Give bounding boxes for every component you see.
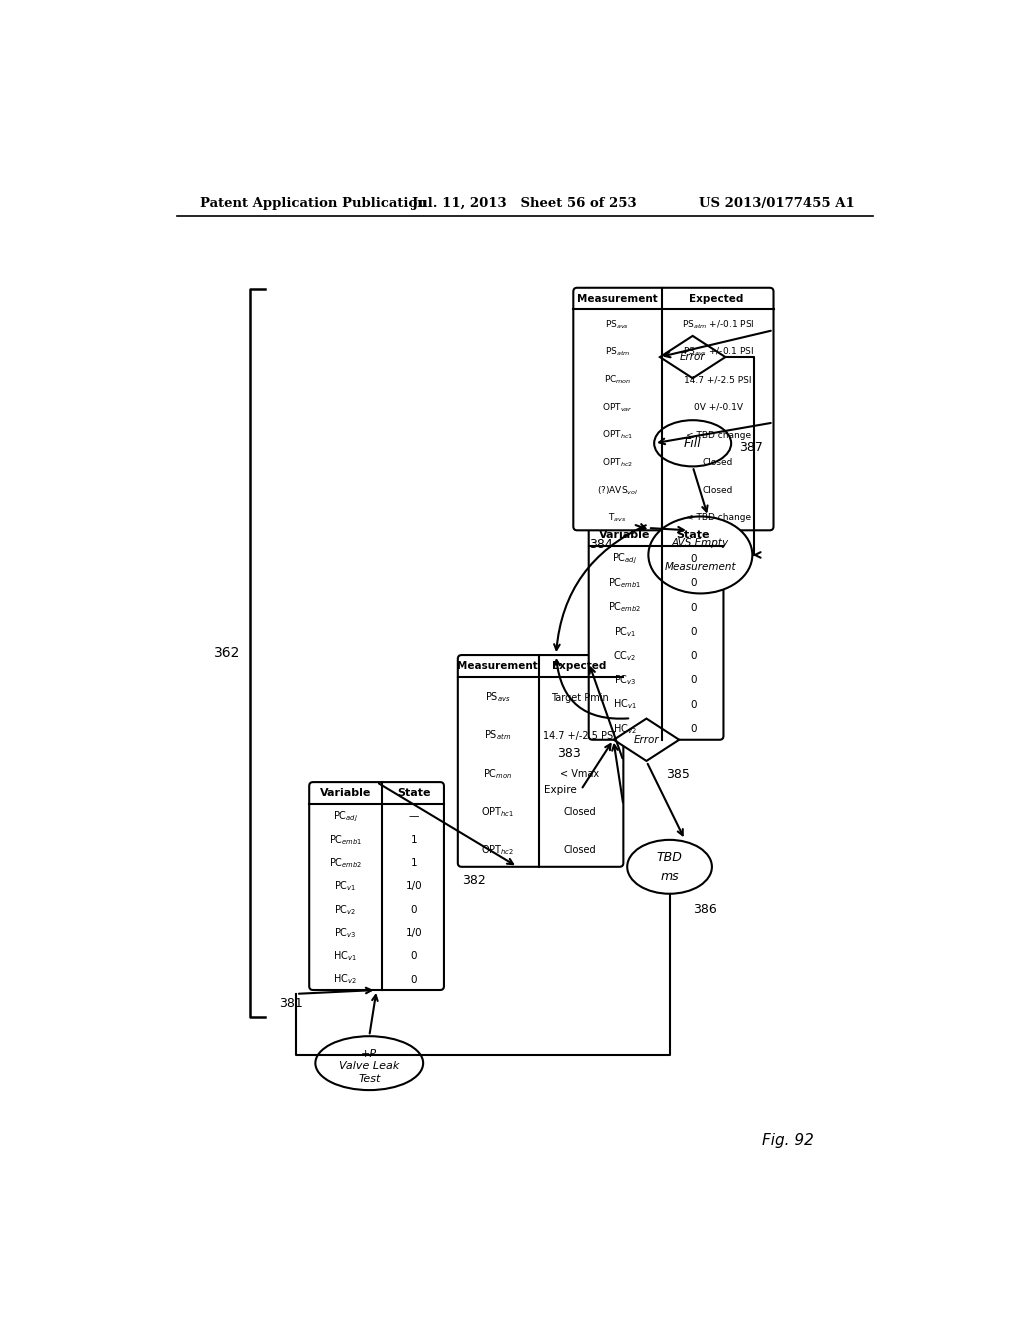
- Text: OPT$_{hc2}$: OPT$_{hc2}$: [602, 457, 633, 469]
- Text: Valve Leak: Valve Leak: [339, 1061, 399, 1072]
- Text: PC$_{emb1}$: PC$_{emb1}$: [329, 833, 362, 846]
- Text: PS$_{avs}$: PS$_{avs}$: [485, 690, 511, 705]
- Text: Measurement: Measurement: [665, 561, 736, 572]
- Text: TBD: TBD: [656, 851, 683, 865]
- Text: 0: 0: [690, 554, 696, 564]
- Text: 381: 381: [280, 998, 303, 1010]
- Polygon shape: [613, 718, 679, 760]
- Ellipse shape: [628, 840, 712, 894]
- Text: HC$_{v2}$: HC$_{v2}$: [613, 722, 637, 735]
- Text: Patent Application Publication: Patent Application Publication: [200, 197, 427, 210]
- Text: 0: 0: [690, 676, 696, 685]
- Text: Test: Test: [358, 1073, 381, 1084]
- Text: PC$_{v2}$: PC$_{v2}$: [334, 903, 356, 916]
- Text: < TBD change: < TBD change: [685, 430, 751, 440]
- Text: < TBD change: < TBD change: [685, 513, 751, 523]
- Polygon shape: [659, 335, 725, 379]
- Text: PC$_{v3}$: PC$_{v3}$: [334, 927, 356, 940]
- Text: Closed: Closed: [702, 458, 733, 467]
- Text: 383: 383: [557, 747, 581, 760]
- Text: PC$_{emb2}$: PC$_{emb2}$: [329, 857, 362, 870]
- Text: T$_{avs}$: T$_{avs}$: [608, 512, 627, 524]
- Text: PC$_{mon}$: PC$_{mon}$: [483, 767, 513, 780]
- Text: PC$_{mon}$: PC$_{mon}$: [603, 374, 631, 385]
- Text: HC$_{v1}$: HC$_{v1}$: [613, 698, 637, 711]
- Text: Expected: Expected: [552, 661, 606, 671]
- Text: Variable: Variable: [599, 529, 650, 540]
- Text: 1/0: 1/0: [406, 928, 422, 939]
- Text: State: State: [677, 529, 711, 540]
- Text: Expire: Expire: [545, 785, 578, 795]
- Text: 382: 382: [462, 874, 485, 887]
- Text: Variable: Variable: [319, 788, 371, 797]
- Text: AVS Empty: AVS Empty: [672, 539, 729, 548]
- Text: PS$_{avs}$: PS$_{avs}$: [605, 318, 629, 331]
- Text: PS$_{atm}$ +/-0.1 PSI: PS$_{atm}$ +/-0.1 PSI: [682, 318, 755, 331]
- Text: 1: 1: [411, 834, 417, 845]
- Text: < Vmax: < Vmax: [560, 768, 599, 779]
- Text: Jul. 11, 2013   Sheet 56 of 253: Jul. 11, 2013 Sheet 56 of 253: [413, 197, 637, 210]
- Text: OPT$_{hc2}$: OPT$_{hc2}$: [481, 842, 514, 857]
- Text: Measurement: Measurement: [577, 293, 657, 304]
- Text: PC$_{emb2}$: PC$_{emb2}$: [608, 601, 642, 615]
- Text: 14.7 +/-2.5 PSI: 14.7 +/-2.5 PSI: [543, 730, 616, 741]
- Text: CC$_{v2}$: CC$_{v2}$: [613, 649, 637, 663]
- Text: 0: 0: [690, 651, 696, 661]
- FancyBboxPatch shape: [573, 288, 773, 531]
- Text: PC$_{adj}$: PC$_{adj}$: [333, 809, 358, 824]
- Text: PC$_{v1}$: PC$_{v1}$: [334, 879, 356, 894]
- Text: 0: 0: [411, 952, 417, 961]
- Text: Closed: Closed: [702, 486, 733, 495]
- Text: 0: 0: [690, 700, 696, 710]
- Text: (?)AVS$_{vol}$: (?)AVS$_{vol}$: [597, 484, 638, 496]
- Text: 0: 0: [411, 904, 417, 915]
- Text: PS$_{avs}$ +/-0.1 PSI: PS$_{avs}$ +/-0.1 PSI: [683, 346, 754, 359]
- Text: PC$_{emb1}$: PC$_{emb1}$: [608, 577, 642, 590]
- Text: State: State: [397, 788, 431, 797]
- Ellipse shape: [315, 1036, 423, 1090]
- Text: OPT$_{var}$: OPT$_{var}$: [602, 401, 633, 413]
- Text: 0: 0: [411, 974, 417, 985]
- Text: PC$_{v3}$: PC$_{v3}$: [613, 673, 636, 688]
- Text: 1/0: 1/0: [406, 882, 422, 891]
- Text: 0: 0: [690, 723, 696, 734]
- Text: 1: 1: [411, 858, 417, 869]
- Text: 387: 387: [739, 441, 763, 454]
- Text: Fig. 92: Fig. 92: [762, 1133, 814, 1147]
- Text: PS$_{atm}$: PS$_{atm}$: [484, 729, 511, 742]
- Text: Error: Error: [634, 735, 659, 744]
- Text: US 2013/0177455 A1: US 2013/0177455 A1: [698, 197, 854, 210]
- Text: Expected: Expected: [688, 293, 743, 304]
- Text: OPT$_{hc1}$: OPT$_{hc1}$: [602, 429, 633, 441]
- Text: 14.7 +/-2.5 PSI: 14.7 +/-2.5 PSI: [684, 375, 752, 384]
- Text: 362: 362: [214, 645, 241, 660]
- Text: Fill: Fill: [684, 437, 701, 450]
- Text: 386: 386: [692, 903, 717, 916]
- Text: —: —: [409, 812, 419, 821]
- Text: PS$_{atm}$: PS$_{atm}$: [604, 346, 630, 359]
- Text: Closed: Closed: [563, 845, 596, 854]
- Ellipse shape: [648, 516, 753, 594]
- Ellipse shape: [654, 420, 731, 466]
- Text: Closed: Closed: [563, 807, 596, 817]
- Text: 385: 385: [666, 768, 689, 781]
- Text: 0: 0: [690, 602, 696, 612]
- Text: HC$_{v2}$: HC$_{v2}$: [334, 973, 357, 986]
- Text: 0: 0: [690, 578, 696, 589]
- Text: ms: ms: [660, 870, 679, 883]
- Text: 0V +/-0.1V: 0V +/-0.1V: [693, 403, 742, 412]
- Text: PC$_{adj}$: PC$_{adj}$: [612, 552, 638, 566]
- Text: 0: 0: [690, 627, 696, 636]
- Text: Error: Error: [680, 352, 706, 362]
- Text: PC$_{v1}$: PC$_{v1}$: [613, 624, 636, 639]
- Text: Measurement: Measurement: [458, 661, 539, 671]
- FancyBboxPatch shape: [589, 524, 724, 739]
- Text: HC$_{v1}$: HC$_{v1}$: [334, 949, 357, 964]
- FancyBboxPatch shape: [309, 781, 444, 990]
- FancyBboxPatch shape: [458, 655, 624, 867]
- Text: 384: 384: [589, 537, 612, 550]
- Text: +P: +P: [361, 1049, 377, 1059]
- Text: OPT$_{hc1}$: OPT$_{hc1}$: [481, 805, 514, 818]
- Text: Target Pmin: Target Pmin: [551, 693, 608, 702]
